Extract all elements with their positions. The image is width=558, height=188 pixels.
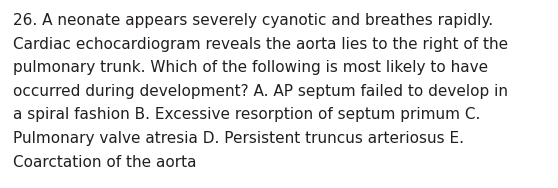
Text: pulmonary trunk. Which of the following is most likely to have: pulmonary trunk. Which of the following … bbox=[13, 60, 488, 75]
Text: 26. A neonate appears severely cyanotic and breathes rapidly.: 26. A neonate appears severely cyanotic … bbox=[13, 13, 493, 28]
Text: Pulmonary valve atresia D. Persistent truncus arteriosus E.: Pulmonary valve atresia D. Persistent tr… bbox=[13, 131, 464, 146]
Text: occurred during development? A. AP septum failed to develop in: occurred during development? A. AP septu… bbox=[13, 84, 508, 99]
Text: Coarctation of the aorta: Coarctation of the aorta bbox=[13, 155, 196, 170]
Text: a spiral fashion B. Excessive resorption of septum primum C.: a spiral fashion B. Excessive resorption… bbox=[13, 107, 480, 122]
Text: Cardiac echocardiogram reveals the aorta lies to the right of the: Cardiac echocardiogram reveals the aorta… bbox=[13, 37, 508, 52]
